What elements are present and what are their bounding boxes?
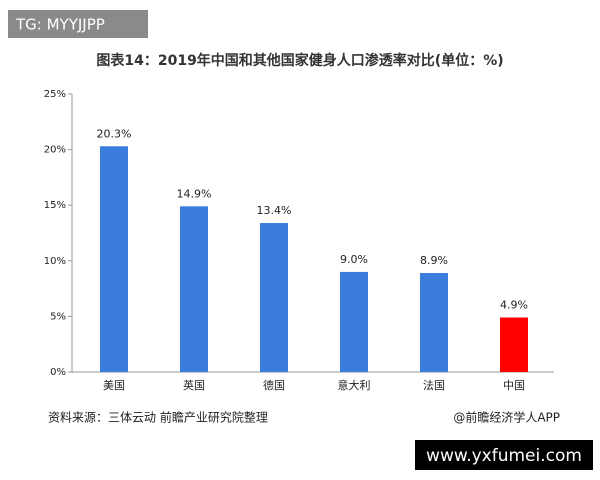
watermark: www.yxfumei.com <box>426 446 582 466</box>
value-label: 4.9% <box>500 299 528 312</box>
value-label: 13.4% <box>257 204 292 217</box>
x-tick-label: 英国 <box>183 378 205 392</box>
source: 资料来源：三体云动 前瞻产业研究院整理 <box>48 410 268 425</box>
value-label: 9.0% <box>340 253 368 266</box>
y-tick-label: 0% <box>50 367 66 378</box>
bar <box>260 222 288 372</box>
value-label: 14.9% <box>177 187 212 200</box>
x-tick-label: 美国 <box>103 379 125 392</box>
y-tick-label: 25% <box>44 89 66 100</box>
bar <box>100 146 128 372</box>
y-tick-label: 20% <box>44 145 66 156</box>
bar <box>180 206 208 372</box>
x-tick-label: 德国 <box>263 378 285 392</box>
y-tick-label: 5% <box>50 311 66 322</box>
y-tick-label: 10% <box>44 256 66 267</box>
bar <box>340 271 368 372</box>
watermark-box <box>415 440 593 470</box>
x-tick-label: 意大利 <box>338 378 371 392</box>
chart-title: 图表14：2019年中国和其他国家健身人口渗透率对比(单位：%) <box>96 52 503 69</box>
x-tick-label: 中国 <box>503 379 525 392</box>
credit: @前瞻经济学人APP <box>453 410 560 425</box>
value-label: 20.3% <box>97 127 132 140</box>
bar <box>500 317 528 372</box>
badge-box <box>8 10 148 38</box>
value-label: 8.9% <box>420 254 448 267</box>
bar <box>420 273 448 372</box>
x-tick-label: 法国 <box>423 378 445 392</box>
badge: TG: MYYJJPP <box>15 16 105 34</box>
y-tick-label: 15% <box>44 200 66 211</box>
